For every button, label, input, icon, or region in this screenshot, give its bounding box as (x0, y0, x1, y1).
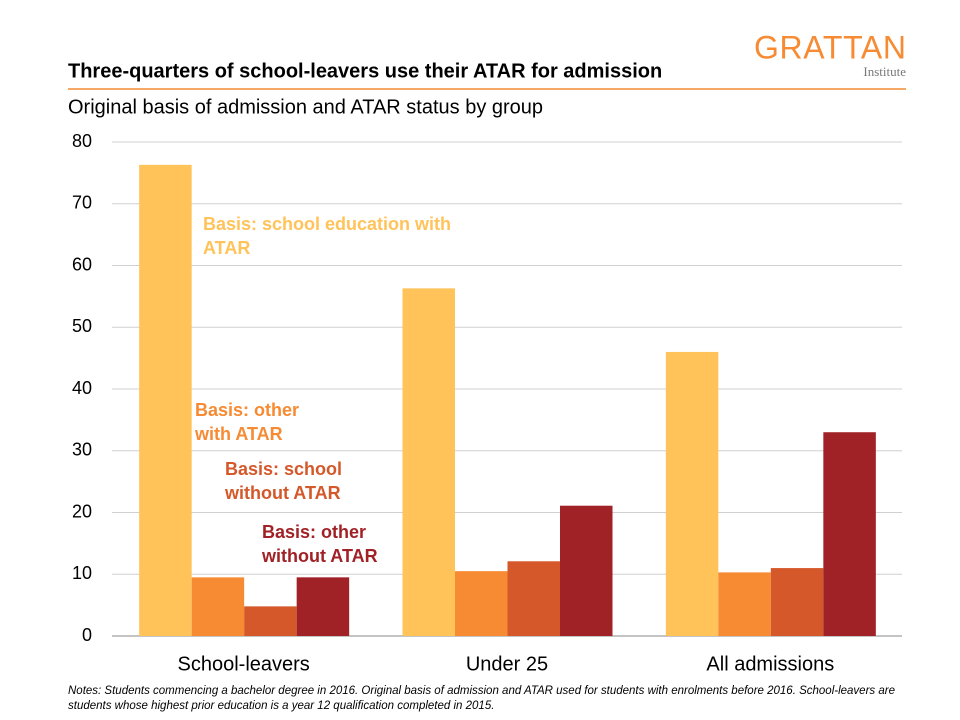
y-tick-label: 40 (72, 378, 92, 398)
chart-title: Three-quarters of school-leavers use the… (68, 60, 662, 82)
x-tick-label: Under 25 (466, 653, 548, 675)
bar (402, 288, 455, 636)
bar (244, 606, 297, 636)
x-tick-label: School-leavers (178, 653, 310, 675)
y-tick-label: 60 (72, 254, 92, 274)
bar (191, 577, 245, 636)
bar (665, 351, 719, 636)
series-label: Basis: other without ATAR (262, 522, 378, 566)
y-tick-label: 80 (72, 131, 92, 151)
bar (560, 505, 613, 636)
logo-sub: Institute (863, 64, 906, 79)
bar (296, 577, 350, 636)
x-tick-label: All admissions (706, 653, 834, 675)
y-tick-label: 70 (72, 193, 92, 213)
logo-name: GRATTAN (754, 29, 906, 65)
bar (139, 164, 192, 636)
y-tick-label: 10 (72, 563, 92, 583)
notes: Notes: Students commencing a bachelor de… (68, 685, 895, 712)
bar (455, 571, 508, 636)
y-tick-label: 0 (82, 625, 92, 645)
y-tick-label: 50 (72, 316, 92, 336)
y-tick-label: 20 (72, 501, 92, 521)
series-label: Basis: other with ATAR (195, 400, 300, 444)
chart-subtitle: Original basis of admission and ATAR sta… (68, 96, 543, 118)
series-label: Basis: school education with ATAR (203, 214, 452, 258)
series-label: Basis: school without ATAR (225, 459, 343, 503)
bar (823, 432, 876, 636)
bar (507, 561, 560, 636)
y-tick-label: 30 (72, 440, 92, 460)
bar (718, 572, 771, 636)
bar (770, 568, 824, 636)
